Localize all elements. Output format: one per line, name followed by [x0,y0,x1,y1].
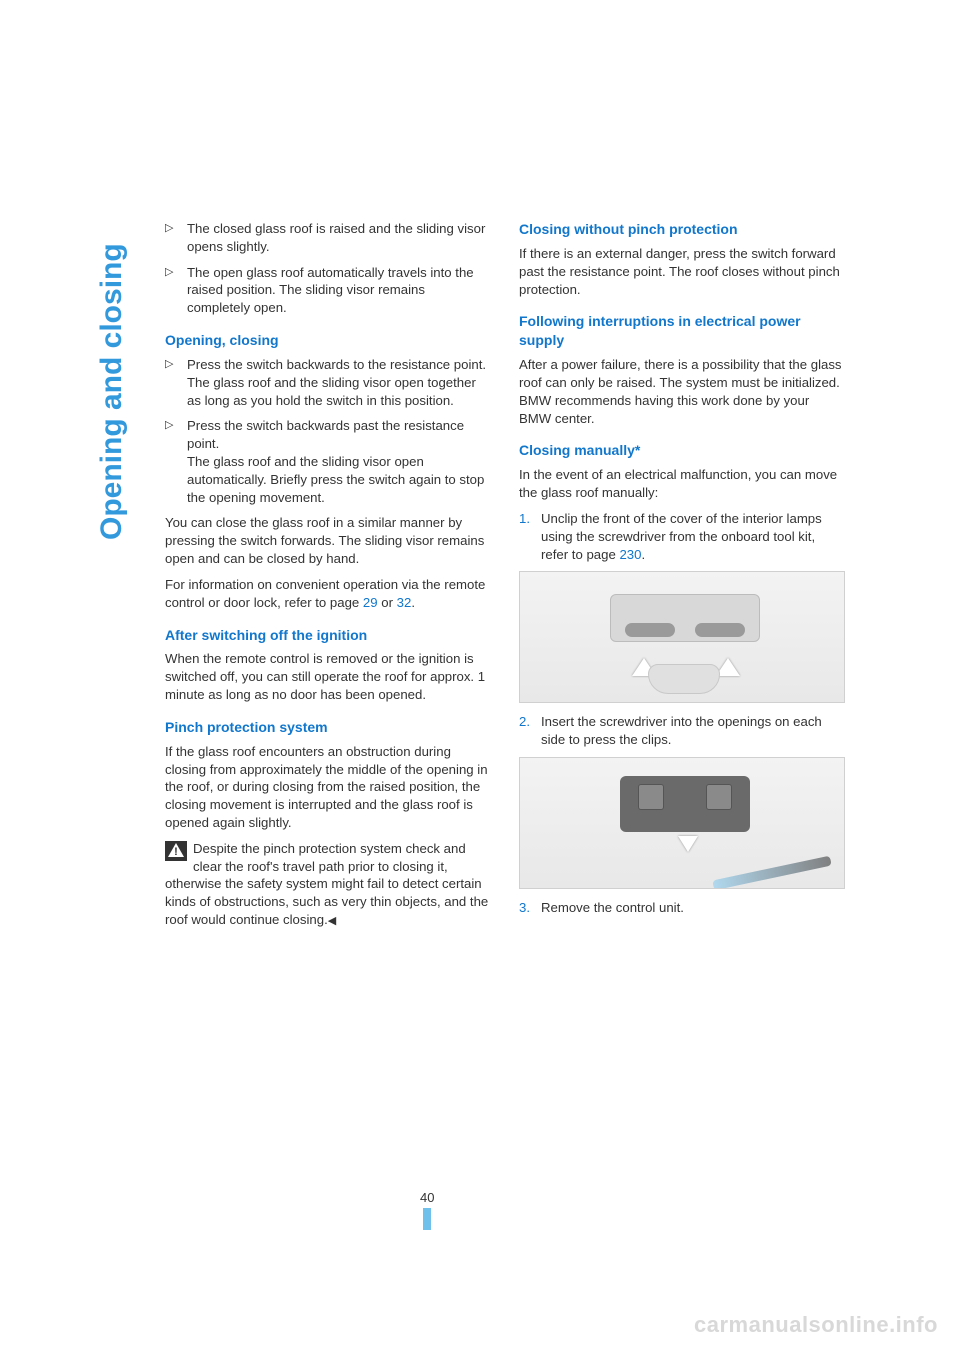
opening-bullet-list: Press the switch backwards to the resist… [165,356,491,507]
figure-button [625,623,675,637]
left-column: The closed glass roof is raised and the … [165,220,491,937]
body-text: If the glass roof encounters an obstruct… [165,743,491,832]
figure-unclip-cover [519,571,845,703]
list-item: Press the switch backwards to the resist… [165,356,491,409]
intro-bullet-list: The closed glass roof is raised and the … [165,220,491,317]
list-item-main: Press the switch backwards to the resist… [187,357,486,372]
manual-steps-list: 2. Insert the screwdriver into the openi… [519,713,845,749]
page-number: 40 [420,1190,434,1205]
section-side-title: Opening and closing [95,243,129,540]
list-item: The open glass roof automatically travel… [165,264,491,317]
warning-text: Despite the pinch protection system chec… [165,841,488,927]
heading-opening-closing: Opening, closing [165,331,491,350]
step-text: Remove the control unit. [541,900,684,915]
page-number-bar [423,1208,431,1230]
heading-after-ignition: After switching off the ignition [165,626,491,645]
watermark: carmanualsonline.info [694,1312,938,1338]
manual-steps-list: 3. Remove the control unit. [519,899,845,917]
warning-block: Despite the pinch protection system chec… [165,840,491,929]
arrow-down-icon [678,836,698,852]
figure-control-unit [620,776,750,832]
figure-button [695,623,745,637]
step-number: 1. [519,510,530,528]
page-link[interactable]: 29 [363,595,378,610]
page-link[interactable]: 230 [619,547,641,562]
heading-following-interruptions: Following interruptions in electrical po… [519,312,845,350]
right-column: Closing without pinch protection If ther… [519,220,845,937]
manual-steps-list: 1. Unclip the front of the cover of the … [519,510,845,563]
page-number-block: 40 [420,1190,434,1230]
text-fragment: Unclip the front of the cover of the int… [541,511,822,562]
figure-mirror [648,664,720,694]
page-link[interactable]: 32 [397,595,412,610]
list-item-sub: The glass roof and the sliding visor ope… [187,453,491,506]
list-item: 2. Insert the screwdriver into the openi… [519,713,845,749]
page-content: The closed glass roof is raised and the … [165,220,845,937]
list-item: 3. Remove the control unit. [519,899,845,917]
text-fragment: . [641,547,645,562]
body-text: For information on convenient operation … [165,576,491,612]
step-text: Insert the screwdriver into the openings… [541,714,822,747]
list-item: The closed glass roof is raised and the … [165,220,491,256]
heading-pinch-protection: Pinch protection system [165,718,491,737]
step-number: 3. [519,899,530,917]
list-item: 1. Unclip the front of the cover of the … [519,510,845,563]
text-fragment: or [378,595,397,610]
figure-panel [610,594,760,642]
body-text: After a power failure, there is a possib… [519,356,845,427]
end-mark-icon: ◀ [328,914,336,929]
list-item: Press the switch backwards past the resi… [165,417,491,506]
body-text: You can close the glass roof in a simila… [165,514,491,567]
list-item-main: Press the switch backwards past the resi… [187,418,464,451]
text-fragment: For information on convenient operation … [165,577,485,610]
step-number: 2. [519,713,530,731]
body-text: In the event of an electrical malfunctio… [519,466,845,502]
heading-closing-without-pinch: Closing without pinch protection [519,220,845,239]
text-fragment: . [411,595,415,610]
figure-screwdriver [712,856,831,889]
figure-insert-screwdriver [519,757,845,889]
body-text: If there is an external danger, press th… [519,245,845,298]
warning-icon [165,841,187,861]
body-text: When the remote control is removed or th… [165,650,491,703]
heading-closing-manually: Closing manually* [519,441,845,460]
list-item-sub: The glass roof and the sliding visor ope… [187,374,491,410]
